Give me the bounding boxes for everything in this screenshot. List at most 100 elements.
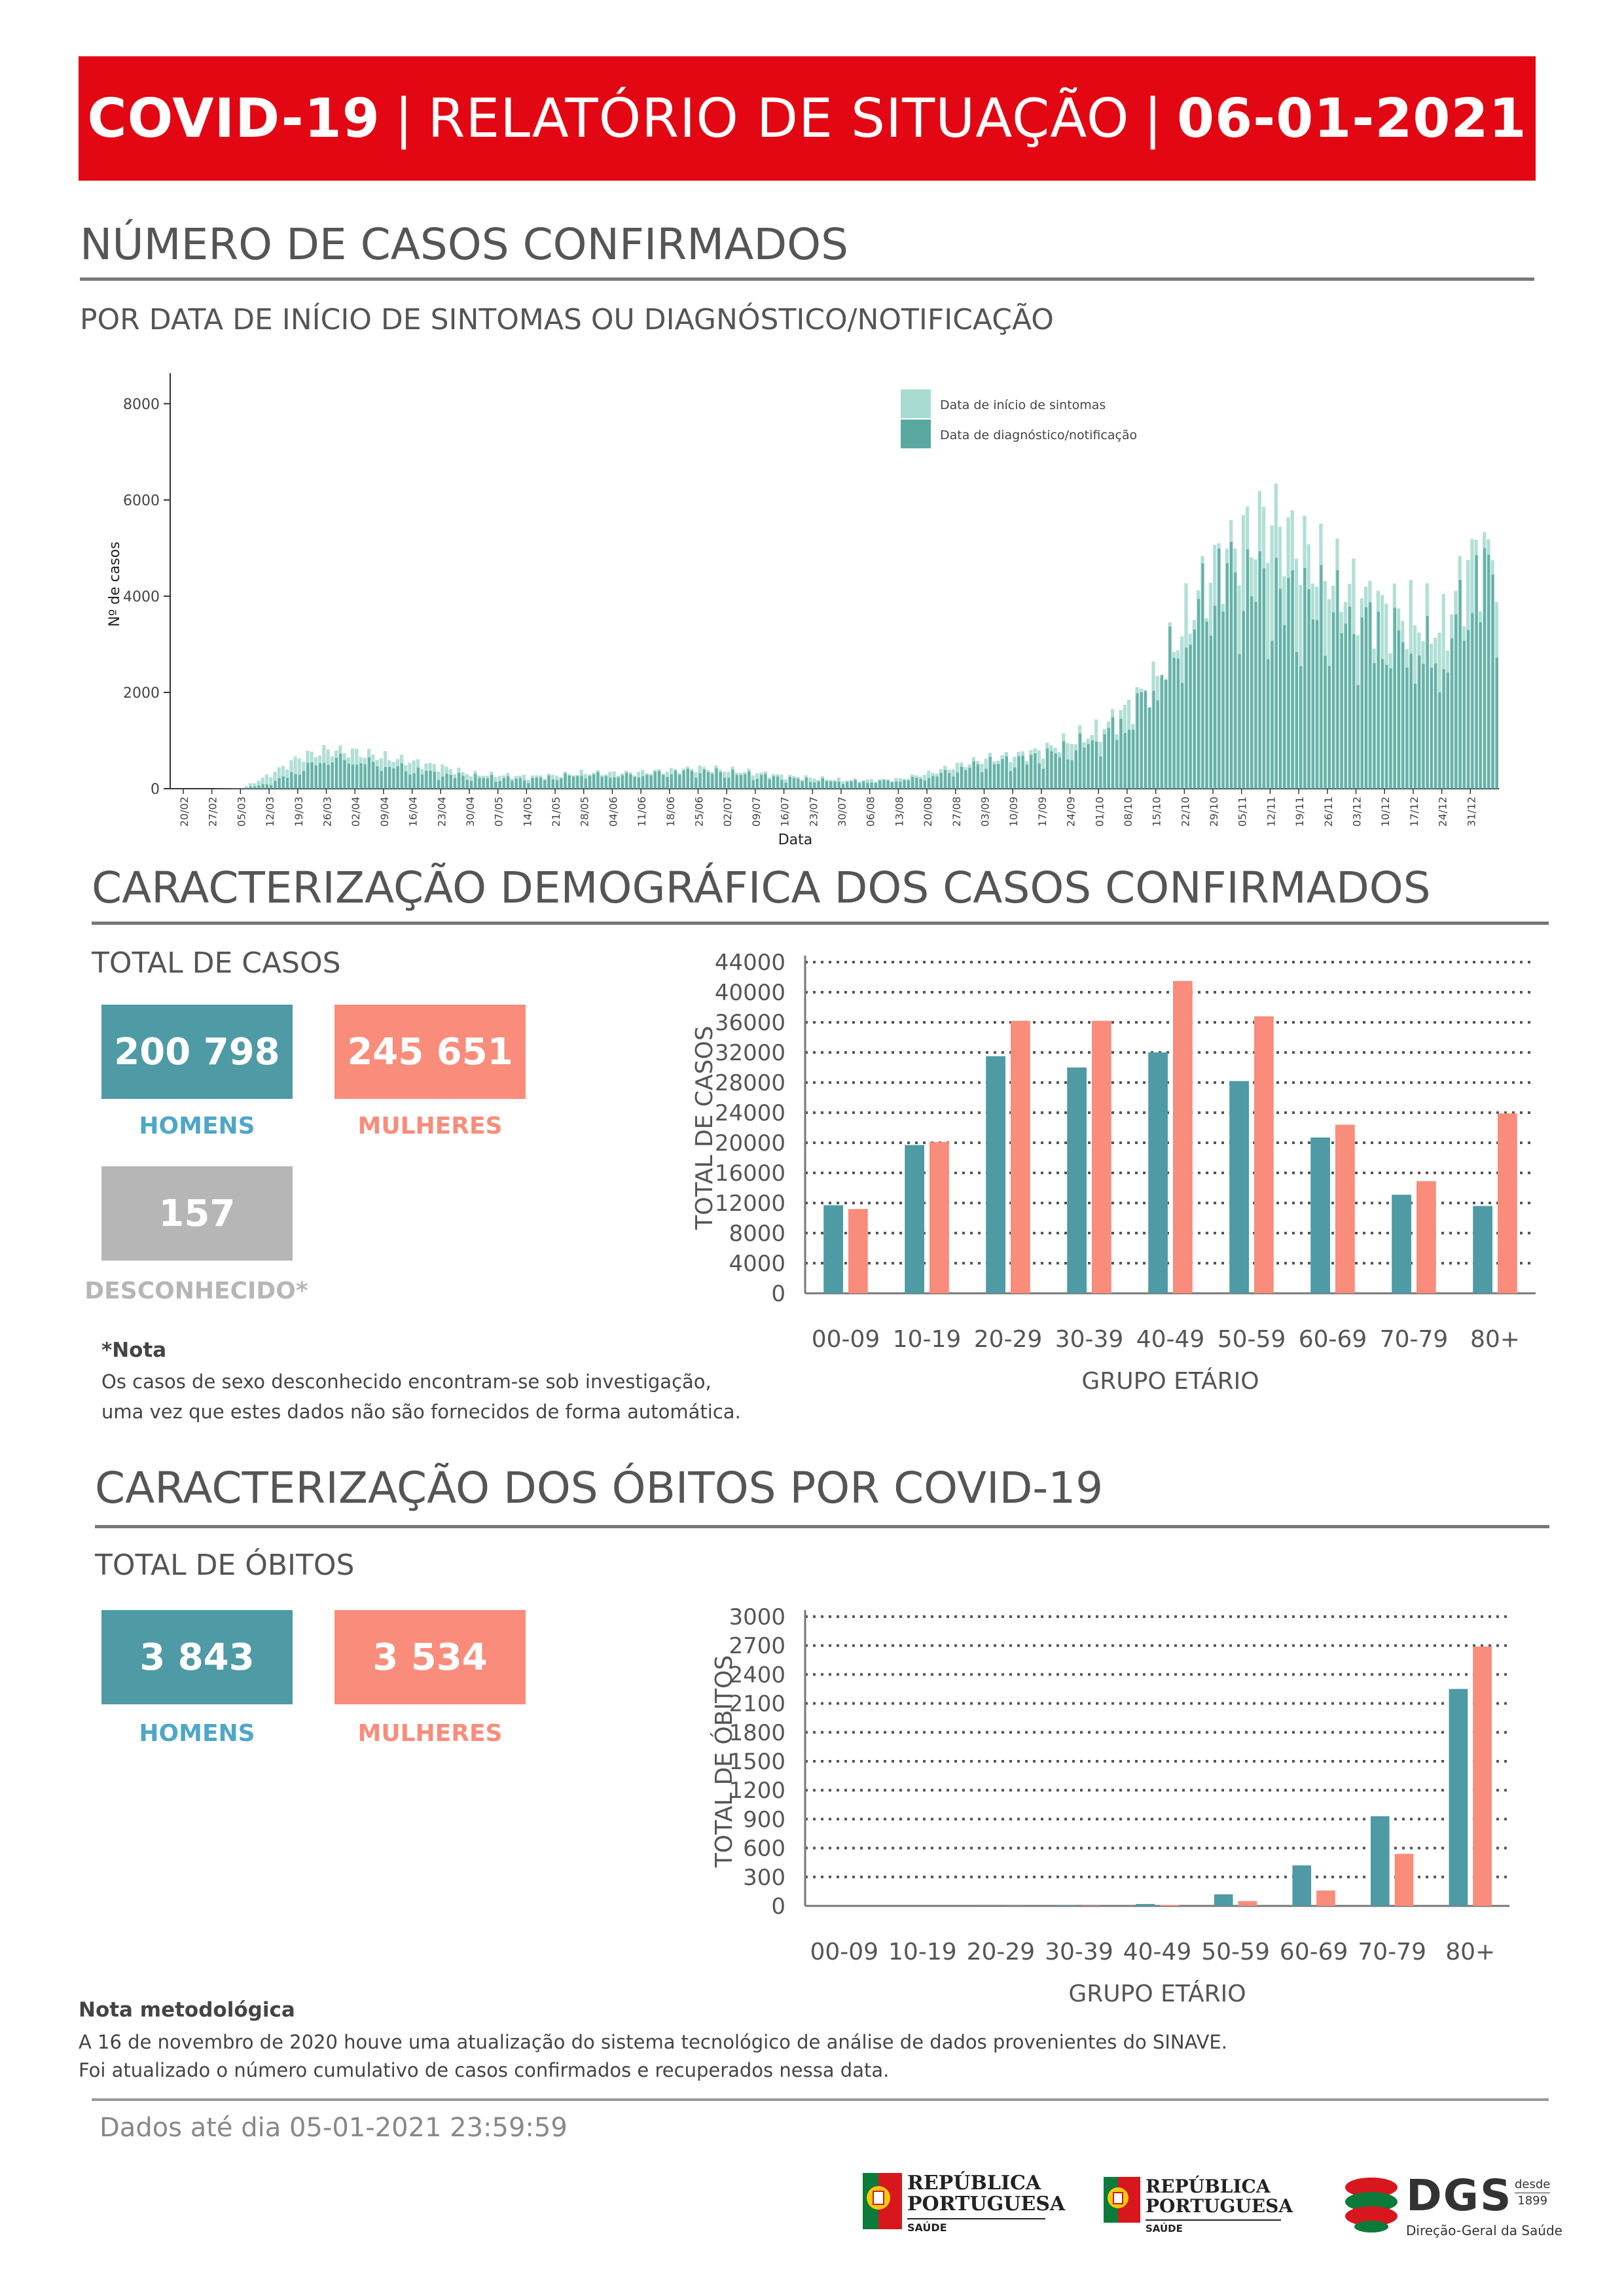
x-tick-label: 30-39 [1055,1326,1124,1353]
methodology-line-2: Foi atualizado o número cumulativo de ca… [79,2059,890,2081]
bar-diagnosis [1418,655,1421,789]
bar-diagnosis [1238,654,1241,789]
x-tick-label: 22/10 [1179,797,1191,827]
bar-women [1160,1905,1179,1906]
note-title: *Nota [101,1338,167,1362]
bar-symptoms [273,772,277,789]
bar-diagnosis [609,778,612,789]
bar-diagnosis [1115,740,1119,789]
bar-diagnosis [1001,759,1004,789]
bar-diagnosis [813,782,816,789]
x-tick-label: 26/03 [321,797,333,827]
bar-diagnosis [1009,771,1013,789]
x-tick-label: 27/02 [207,797,219,827]
y-tick-label: 12000 [715,1191,785,1217]
bar-diagnosis [857,783,861,789]
bar-symptoms [441,764,444,789]
x-tick-label: 16/04 [407,797,420,827]
bar-diagnosis [760,775,763,789]
bar-diagnosis [1050,751,1053,789]
bar-diagnosis [458,773,461,789]
bar-diagnosis [261,784,264,789]
bar-diagnosis [825,781,829,789]
bar-diagnosis [1144,691,1147,789]
bar-women [1011,1020,1030,1293]
bar-diagnosis [576,776,579,789]
men-deaths-box: 3 843 [101,1610,293,1704]
bar-diagnosis [1422,664,1425,789]
men-cases-box: 200 798 [101,1005,293,1099]
bar-diagnosis [270,785,273,789]
bar-diagnosis [351,764,355,789]
bar-diagnosis [686,768,690,789]
x-tick-label: 03/12 [1351,797,1363,827]
section-divider [92,922,1549,925]
logo1-line3: SAÚDE [907,2218,1045,2236]
bar-diagnosis [1324,656,1327,789]
bar-diagnosis [1393,607,1396,789]
y-tick-label: 40000 [715,980,785,1006]
bar-diagnosis [306,762,310,789]
bar-diagnosis [302,771,306,789]
bar-men [1136,1904,1155,1906]
methodology-line-1: A 16 de novembro de 2020 houve uma atual… [79,2031,1227,2053]
bar-diagnosis [376,766,379,789]
x-tick-label: 03/09 [979,797,991,827]
bar-diagnosis [416,767,420,789]
cases-by-age-chart: 0 4000 8000 12000 16000 20000 24000 28000 32000 3… [691,950,1536,1395]
bar-diagnosis [1148,707,1151,789]
bar-diagnosis [461,776,465,789]
section-divider [80,278,1534,281]
bar-diagnosis [1058,757,1062,789]
bar-diagnosis [1168,626,1172,789]
bar-diagnosis [837,781,840,789]
bar-diagnosis [731,769,734,789]
bar-diagnosis [359,763,363,789]
bar-diagnosis [327,764,330,789]
bar-diagnosis [1487,554,1490,789]
dgs-year: 1899 [1515,2193,1551,2209]
bar-women [1473,1646,1492,1906]
bar-diagnosis [666,777,669,789]
bar-diagnosis [772,776,776,789]
bar-diagnosis [1462,640,1466,789]
bar-diagnosis [1234,572,1237,789]
bar-diagnosis [658,771,661,789]
bar-diagnosis [817,781,820,789]
bar-symptoms [261,778,264,789]
bar-diagnosis [588,776,592,789]
bar-women [1335,1124,1355,1293]
bar-diagnosis [482,778,485,789]
bar-diagnosis [1377,611,1380,789]
bar-diagnosis [751,780,755,789]
y-tick-label: 600 [743,1836,785,1862]
bar-diagnosis [523,780,526,789]
bar-diagnosis [405,771,408,789]
bar-diagnosis [1278,588,1282,789]
bar-diagnosis [764,774,767,789]
bar-diagnosis [948,773,951,789]
bar-diagnosis [1230,541,1233,789]
bar-diagnosis [527,783,530,789]
legend-swatch-symptoms [901,389,931,418]
y-tick-label: 16000 [715,1160,785,1187]
bar-diagnosis [518,778,522,789]
bar-diagnosis [388,766,391,789]
bar-diagnosis [1013,767,1017,789]
x-tick-label: 23/07 [807,797,820,827]
bar-diagnosis [923,780,927,789]
bar-diagnosis [281,776,285,789]
y-tick-label: 1500 [729,1749,785,1775]
bar-diagnosis [833,781,837,789]
bar-diagnosis [1250,596,1254,789]
bar-women [1498,1113,1517,1293]
bar-men [986,1056,1005,1293]
bar-diagnosis [1201,563,1204,789]
bar-diagnosis [498,781,501,789]
x-tick-label: 40-49 [1123,1939,1192,1965]
bar-diagnosis [801,781,804,789]
bar-diagnosis [421,774,424,789]
bar-diagnosis [425,770,428,789]
logo2-line3: SAÚDE [1146,2219,1281,2236]
y-tick-label: 2700 [729,1633,785,1659]
